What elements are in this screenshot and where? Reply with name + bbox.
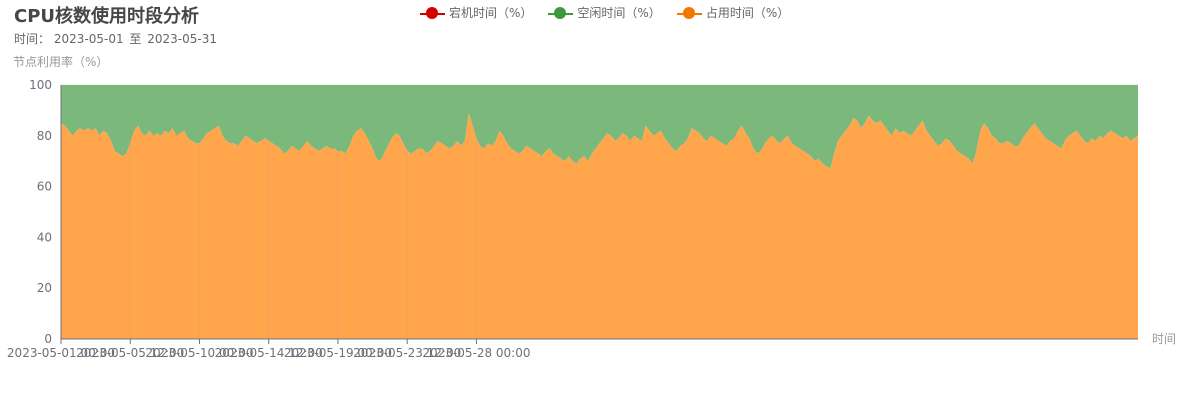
y-tick-label: 20 xyxy=(37,281,52,295)
legend-item-used[interactable]: 占用时间（%） xyxy=(676,4,790,21)
range-separator: 至 xyxy=(129,32,142,46)
series-area-idle xyxy=(61,85,1138,169)
y-axis-name: 节点利用率（%） xyxy=(13,54,108,69)
y-tick-label: 40 xyxy=(37,230,52,244)
x-tick-label: 2023-05-23 12:00 xyxy=(353,346,461,360)
x-tick-label: 2023-05-28 00:00 xyxy=(422,346,530,360)
legend-marker-icon xyxy=(548,6,574,20)
legend-label: 宕机时间（%） xyxy=(449,6,533,20)
legend-item-down[interactable]: 宕机时间（%） xyxy=(420,4,532,21)
x-tick-label: 2023-05-14 12:00 xyxy=(215,346,323,360)
time-range: 时间： 2023-05-01 至 2023-05-31 xyxy=(14,30,217,47)
y-tick-label: 0 xyxy=(44,332,52,346)
end-date: 2023-05-31 xyxy=(147,32,218,46)
x-axis-name: 时间 xyxy=(1152,332,1176,346)
x-tick-label: 2023-05-05 12:00 xyxy=(76,346,184,360)
y-tick-label: 60 xyxy=(37,180,52,194)
legend-label: 空闲时间（%） xyxy=(577,6,661,20)
y-tick-label: 100 xyxy=(29,78,52,92)
legend: 宕机时间（%） 空闲时间（%） 占用时间（%） xyxy=(420,4,789,21)
legend-label: 占用时间（%） xyxy=(705,6,790,20)
legend-marker-icon xyxy=(676,6,702,20)
y-tick-label: 80 xyxy=(37,129,52,143)
start-date: 2023-05-01 xyxy=(53,32,124,46)
chart-title: CPU核数使用时段分析 xyxy=(14,6,200,27)
legend-marker-icon xyxy=(420,6,445,20)
x-tick-label: 2023-05-01 00:00 xyxy=(7,346,115,360)
x-tick-label: 2023-05-10 00:00 xyxy=(145,346,253,360)
series-area-used xyxy=(61,112,1138,339)
legend-item-idle[interactable]: 空闲时间（%） xyxy=(548,4,661,21)
x-tick-label: 2023-05-19 00:00 xyxy=(284,346,392,360)
time-label: 时间： xyxy=(14,32,51,46)
